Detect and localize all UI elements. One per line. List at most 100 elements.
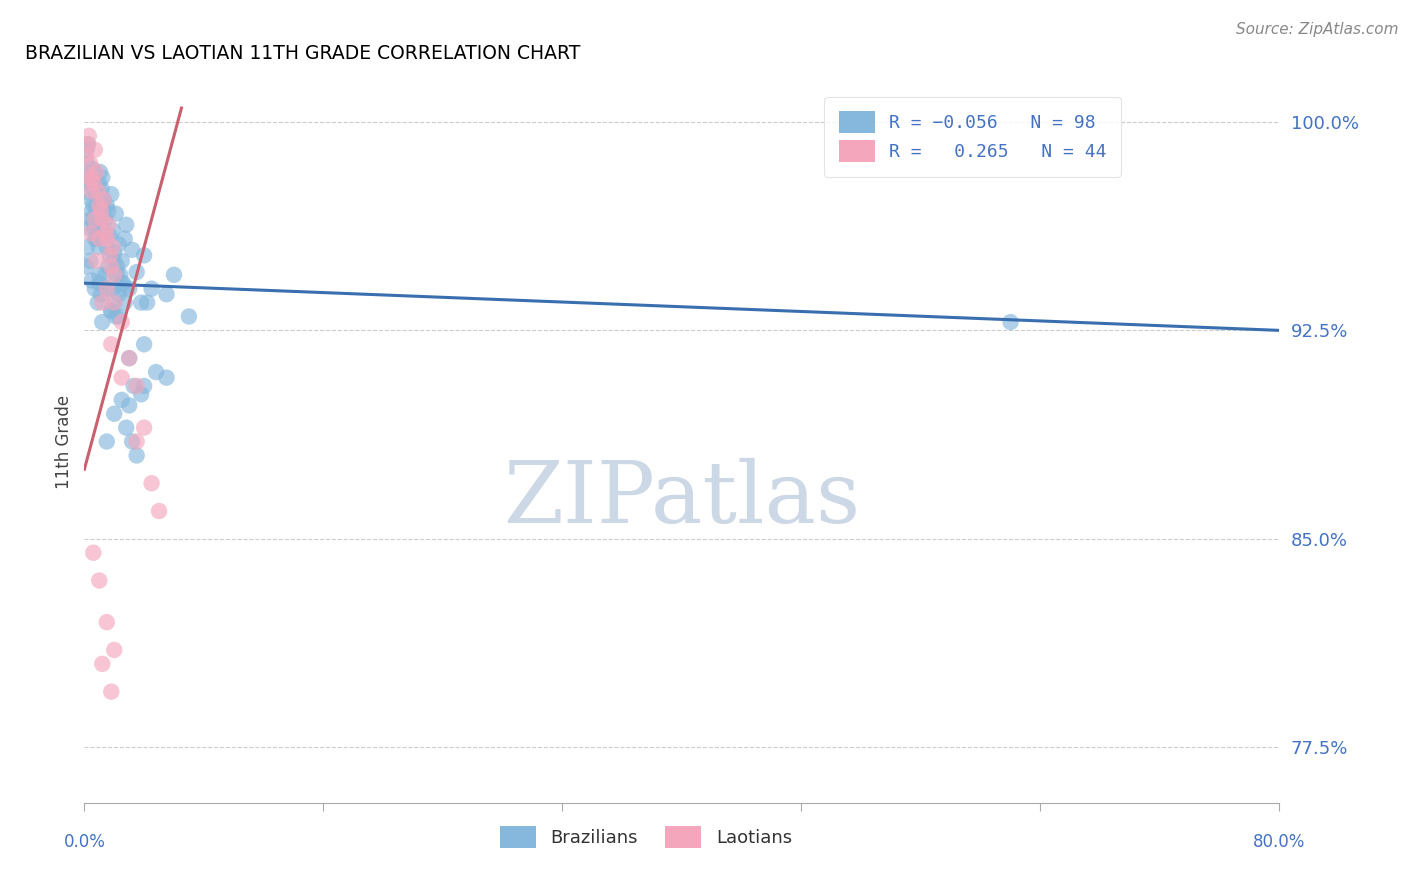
- Point: [103, 295, 125, 310]
- Point: [101, 282, 124, 296]
- Point: [94, 212, 117, 227]
- Point: [125, 449, 148, 463]
- Point: [79, 254, 101, 268]
- Point: [87, 295, 110, 310]
- Point: [100, 684, 122, 698]
- Point: [136, 295, 159, 310]
- Point: [93, 226, 115, 240]
- Point: [115, 420, 138, 434]
- Point: [91, 295, 114, 310]
- Point: [87, 240, 110, 254]
- Point: [80, 170, 103, 185]
- Point: [77, 170, 100, 185]
- Point: [103, 254, 125, 268]
- Point: [86, 254, 108, 268]
- Point: [121, 434, 143, 449]
- Point: [76, 143, 98, 157]
- Point: [79, 226, 101, 240]
- Point: [125, 265, 148, 279]
- Text: 80.0%: 80.0%: [1253, 833, 1306, 851]
- Point: [103, 245, 125, 260]
- Point: [82, 162, 104, 177]
- Point: [86, 232, 108, 246]
- Point: [82, 546, 104, 560]
- Point: [76, 156, 98, 170]
- Point: [79, 170, 101, 185]
- Point: [93, 193, 115, 207]
- Point: [91, 212, 114, 227]
- Point: [100, 187, 122, 202]
- Point: [82, 176, 104, 190]
- Point: [79, 212, 101, 227]
- Point: [83, 212, 105, 227]
- Point: [112, 282, 135, 296]
- Point: [96, 282, 118, 296]
- Point: [83, 143, 105, 157]
- Point: [96, 198, 118, 212]
- Point: [75, 260, 97, 274]
- Point: [96, 232, 118, 246]
- Point: [77, 128, 100, 143]
- Point: [90, 215, 112, 229]
- Point: [177, 310, 200, 324]
- Point: [84, 185, 107, 199]
- Point: [90, 287, 112, 301]
- Point: [107, 310, 129, 324]
- Point: [96, 615, 118, 630]
- Point: [114, 232, 136, 246]
- Point: [141, 476, 163, 491]
- Point: [104, 310, 127, 324]
- Point: [155, 370, 177, 384]
- Point: [83, 282, 105, 296]
- Point: [96, 240, 118, 254]
- Point: [132, 420, 156, 434]
- Point: [115, 218, 138, 232]
- Point: [94, 226, 117, 240]
- Point: [114, 295, 136, 310]
- Point: [91, 315, 114, 329]
- Point: [103, 643, 125, 657]
- Point: [118, 398, 141, 412]
- Point: [105, 260, 128, 274]
- Y-axis label: 11th Grade: 11th Grade: [55, 394, 73, 489]
- Point: [96, 282, 118, 296]
- Point: [103, 295, 125, 310]
- Point: [111, 254, 134, 268]
- Point: [89, 276, 111, 290]
- Point: [97, 203, 120, 218]
- Point: [76, 240, 98, 254]
- Point: [98, 248, 121, 262]
- Point: [93, 193, 115, 207]
- Point: [100, 337, 122, 351]
- Point: [101, 240, 124, 254]
- Point: [163, 268, 186, 282]
- Text: 0.0%: 0.0%: [63, 833, 105, 851]
- Point: [82, 198, 104, 212]
- Point: [90, 203, 112, 218]
- Point: [89, 198, 111, 212]
- Point: [111, 392, 134, 407]
- Point: [75, 148, 97, 162]
- Point: [86, 201, 108, 215]
- Point: [145, 365, 167, 379]
- Point: [125, 434, 148, 449]
- Point: [77, 220, 100, 235]
- Point: [111, 370, 134, 384]
- Point: [91, 198, 114, 212]
- Point: [96, 434, 118, 449]
- Point: [112, 276, 135, 290]
- Point: [79, 156, 101, 170]
- Point: [105, 268, 128, 282]
- Point: [111, 315, 134, 329]
- Point: [155, 287, 177, 301]
- Point: [82, 212, 104, 227]
- Point: [75, 185, 97, 199]
- Point: [83, 232, 105, 246]
- Point: [89, 176, 111, 190]
- Point: [91, 170, 114, 185]
- Text: ZIPatlas: ZIPatlas: [503, 458, 860, 541]
- Point: [86, 165, 108, 179]
- Point: [97, 218, 120, 232]
- Point: [107, 237, 129, 252]
- Point: [141, 282, 163, 296]
